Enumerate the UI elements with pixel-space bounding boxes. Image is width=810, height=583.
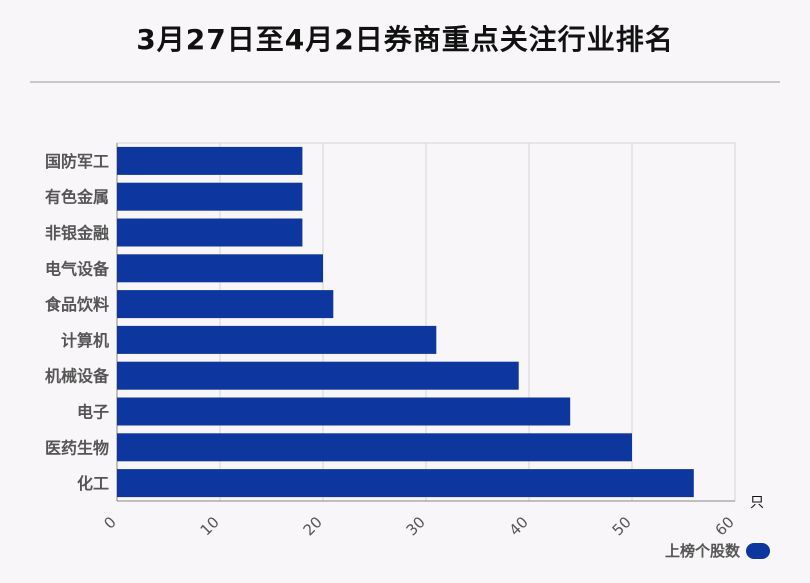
category-label: 电子 (77, 403, 109, 422)
category-label: 国防军工 (45, 152, 109, 171)
category-label: 机械设备 (45, 367, 110, 386)
bar (117, 397, 571, 426)
chart-title: 3月27日至4月2日券商重点关注行业排名 (136, 23, 674, 56)
title-divider (30, 81, 780, 83)
category-label: 有色金属 (45, 188, 109, 207)
x-axis-unit: 只 (750, 495, 764, 511)
bar (117, 146, 303, 175)
x-tick-label: 20 (300, 513, 326, 539)
bar (117, 361, 519, 390)
bar (117, 218, 303, 247)
legend-swatch (746, 542, 770, 559)
bar (117, 182, 303, 211)
bar (117, 254, 323, 283)
x-tick-label: 30 (403, 513, 429, 539)
x-tick-label: 0 (100, 513, 119, 532)
legend-label: 上榜个股数 (664, 542, 740, 560)
category-label: 计算机 (61, 331, 109, 350)
category-label: 医药生物 (45, 438, 109, 457)
category-label: 非银金融 (45, 224, 109, 243)
category-label: 食品饮料 (44, 295, 109, 314)
bar (117, 433, 632, 462)
x-tick-label: 10 (197, 513, 223, 539)
category-label: 化工 (77, 474, 109, 493)
category-label: 电气设备 (45, 259, 110, 278)
bar (117, 469, 694, 498)
bar (117, 290, 334, 319)
legend[interactable]: 上榜个股数 (665, 540, 770, 561)
x-tick-label: 60 (712, 513, 738, 539)
x-tick-label: 50 (609, 513, 635, 539)
bar (117, 325, 437, 354)
x-tick-label: 40 (506, 513, 532, 539)
